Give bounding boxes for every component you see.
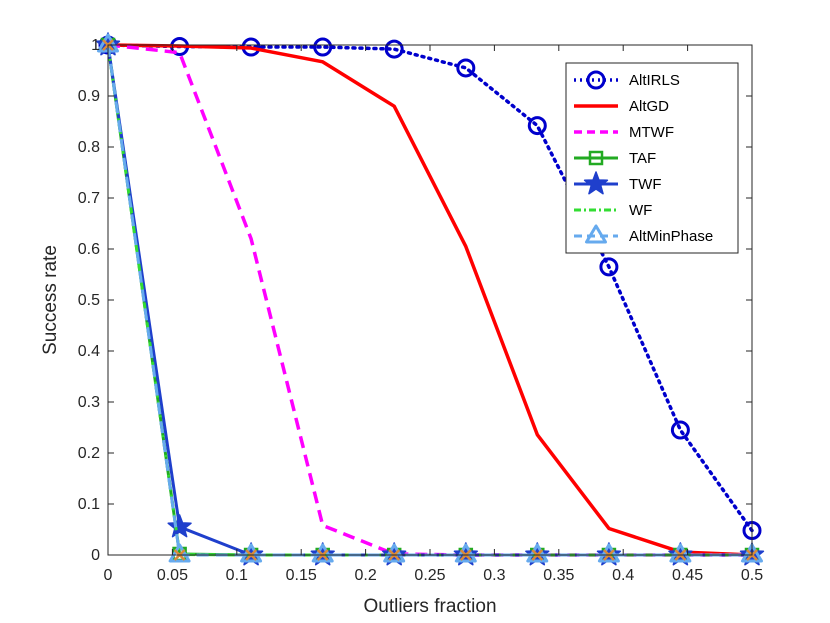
y-tick-label: 1	[91, 37, 100, 54]
data-point-altminphase	[168, 543, 191, 563]
x-tick-label: 0.25	[414, 567, 445, 584]
data-point-altminphase	[741, 543, 763, 563]
legend-label-altminphase: AltMinPhase	[629, 228, 713, 245]
y-tick-label: 0.8	[78, 139, 100, 156]
data-point-altminphase	[597, 543, 620, 563]
x-tick-label: 0.1	[226, 567, 248, 584]
data-point-twf	[167, 514, 192, 538]
legend-label-wf: WF	[629, 202, 652, 219]
legend-label-altgd: AltGD	[629, 98, 669, 115]
y-tick-label: 0.6	[78, 241, 100, 258]
data-point-altirls	[384, 39, 404, 59]
x-tick-label: 0.05	[157, 567, 188, 584]
data-point-altirls	[599, 257, 619, 277]
y-tick-label: 0	[91, 547, 100, 564]
x-axis-title: Outliers fraction	[363, 596, 496, 617]
y-tick-label: 0.4	[78, 343, 100, 360]
legend-marker-altirls	[586, 70, 606, 90]
y-tick-label: 0.1	[78, 496, 100, 513]
x-tick-label: 0.15	[286, 567, 317, 584]
x-tick-label: 0.2	[354, 567, 376, 584]
x-tick-label: 0.45	[672, 567, 703, 584]
data-point-altminphase	[240, 543, 263, 563]
data-point-altminphase	[454, 543, 477, 563]
legend-label-taf: TAF	[629, 150, 656, 167]
y-tick-label: 0.7	[78, 190, 100, 207]
legend-label-mtwf: MTWF	[629, 124, 674, 141]
data-point-altminphase	[311, 543, 334, 563]
x-tick-label: 0	[104, 567, 113, 584]
x-tick-label: 0.5	[741, 567, 763, 584]
y-tick-label: 0.2	[78, 445, 100, 462]
series-altgd	[107, 43, 753, 557]
data-point-altirls	[670, 420, 690, 440]
series-line-altgd	[107, 43, 753, 557]
data-point-altirls	[313, 37, 333, 57]
y-tick-label: 0.3	[78, 394, 100, 411]
legend-marker-taf	[588, 150, 604, 166]
x-tick-label: 0.35	[543, 567, 574, 584]
legend-label-altirls: AltIRLS	[629, 72, 680, 89]
tick-layer: 0 0.05 0.1 0.15 0.2 0.25 0.3 0.35 0.4 0.45 0.5 0 0.1…	[78, 37, 763, 584]
data-point-altminphase	[526, 543, 549, 563]
data-point-altirls	[527, 116, 547, 136]
data-point-altminphase	[383, 543, 406, 563]
legend-marker-altminphase	[585, 224, 607, 244]
legend-label-twf: TWF	[629, 176, 661, 193]
x-tick-label: 0.3	[483, 567, 505, 584]
legend-marker-twf	[583, 171, 609, 195]
data-point-altminphase	[669, 543, 692, 563]
x-tick-label: 0.4	[612, 567, 634, 584]
data-point-altirls	[456, 58, 476, 78]
y-tick-label: 0.9	[78, 88, 100, 105]
legend: AltIRLS AltGD MTWF TAF TWF WF AltMinPhase	[565, 62, 739, 254]
y-axis-title: Success rate	[40, 245, 61, 355]
y-tick-label: 0.5	[78, 292, 100, 309]
